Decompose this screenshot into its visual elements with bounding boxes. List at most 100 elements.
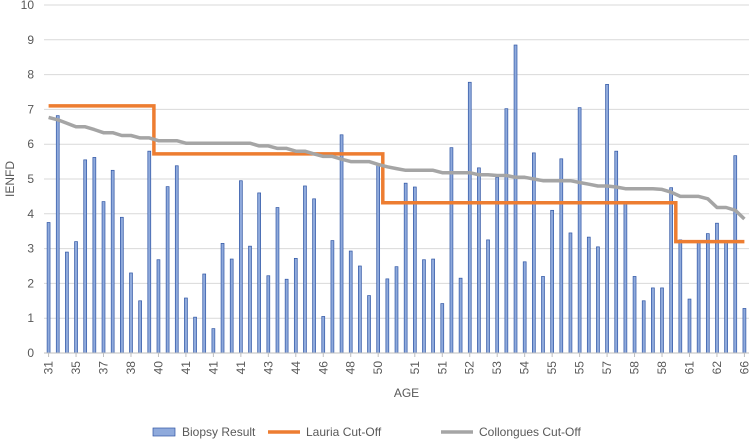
bar [586,236,591,354]
gridlines [44,4,749,319]
bar [321,316,326,354]
bar [403,182,408,354]
bar [422,259,426,354]
bar [651,287,655,354]
bar [467,81,472,354]
bar [440,303,445,354]
x-tick-label: 51 [435,361,449,375]
bar [120,216,124,354]
bar [577,107,582,354]
bar [330,240,335,354]
x-tick-label: 41 [179,361,193,375]
bar [376,163,381,354]
bar [550,209,554,354]
bar [184,297,188,354]
bar [46,222,51,354]
bar [275,207,280,354]
bar [660,287,664,354]
bar [614,150,619,354]
x-tick-label: 57 [600,361,614,375]
bar [605,83,609,354]
x-tick-label: 58 [655,361,669,375]
legend-label: Lauria Cut-Off [306,425,382,439]
bar [257,192,261,354]
bar [724,241,728,354]
x-tick-labels: 31 35 37 38 40 41 41 41 43 44 46 48 50 51 51 52 53 54 55 55… [42,361,752,375]
bar [165,186,170,354]
x-tick-label: 62 [710,361,724,375]
bar [174,165,179,354]
x-tick-label: 51 [408,361,422,375]
bar [733,155,738,354]
bar [449,147,454,354]
bar [293,257,298,354]
lauria-cutoff-line [48,104,745,244]
y-tick-label: 5 [27,172,34,186]
x-axis-title: AGE [394,386,419,400]
bar [669,187,673,354]
y-tick-label: 3 [27,242,34,256]
bar [248,245,252,354]
x-tick-label: 43 [261,361,275,375]
bar [696,240,701,354]
bar [412,186,417,354]
bar [138,300,142,354]
x-tick-label: 44 [289,361,303,375]
cutoff-lines [48,104,746,244]
y-tick-label: 10 [21,0,35,12]
bar [239,180,243,354]
y-axis-title: IENFD [3,161,17,197]
legend: Biopsy Result Lauria Cut-Off Collongues Cu… [152,425,581,439]
bar [504,108,509,354]
bar [623,203,628,354]
y-tick-label: 7 [27,102,34,116]
x-tick-label: 40 [151,361,165,375]
x-tick-label: 41 [206,361,220,375]
legend-label: Collongues Cut-Off [479,425,581,439]
x-tick-label: 58 [628,361,642,375]
bar [541,276,545,354]
bar [596,246,600,354]
bar [477,167,481,354]
y-tick-label: 4 [27,207,34,221]
bar [55,115,60,354]
bar [156,259,161,354]
bar [559,158,564,354]
bar [522,261,527,354]
bar [284,278,289,354]
bar [312,198,316,354]
x-tick-label: 55 [573,361,587,375]
x-tick-label: 48 [344,361,358,375]
bar [385,278,390,354]
bar [83,159,88,354]
bar [431,258,435,354]
bar [358,265,362,354]
bar [568,232,573,354]
bar [101,201,106,354]
bar [532,152,536,354]
collongues-cutoff-line [48,115,746,221]
bar [705,233,710,354]
bar [92,157,97,354]
bar [678,239,683,354]
bar [513,44,518,354]
bar [641,300,646,354]
bar [74,241,78,354]
bar [486,239,490,354]
bar [147,150,152,354]
x-tick-label: 61 [682,361,696,375]
axes [44,352,749,357]
bar [303,185,307,354]
x-tick-label: 53 [490,361,504,375]
bar [65,251,69,354]
bar [129,272,133,354]
bar [220,243,225,354]
bar [687,298,692,354]
y-tick-label: 1 [27,311,34,325]
y-tick-label: 9 [27,33,34,47]
bar [266,275,271,354]
biopsy-result-bars [46,44,747,354]
x-tick-label: 35 [69,361,83,375]
x-tick-label: 38 [124,361,138,375]
